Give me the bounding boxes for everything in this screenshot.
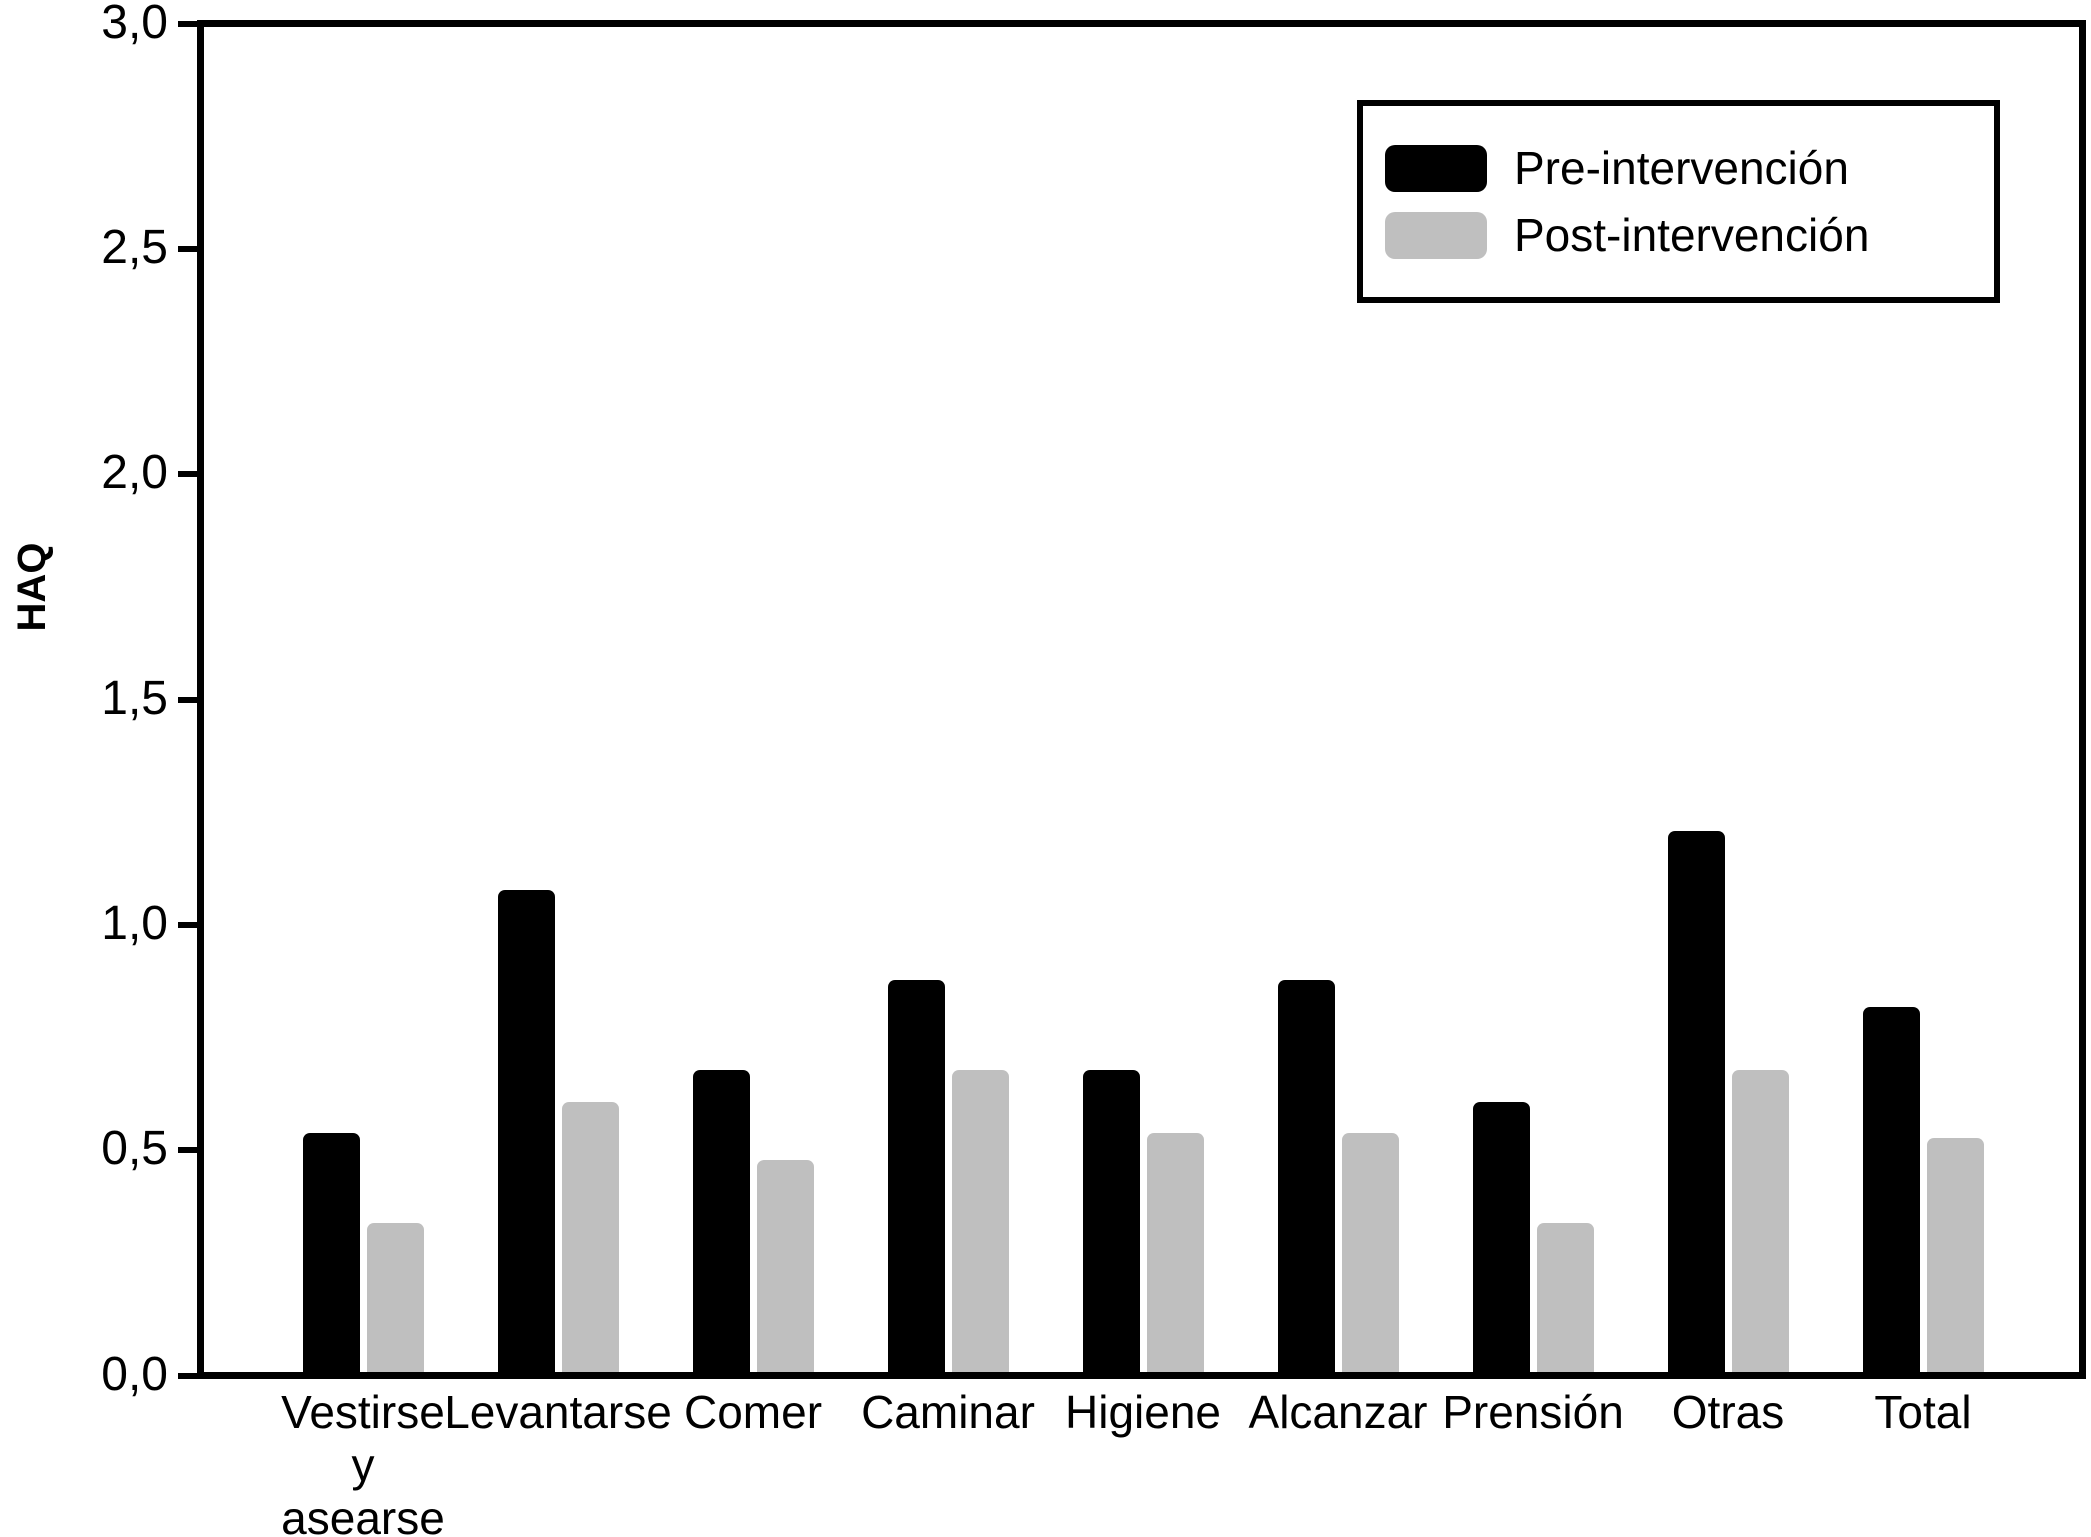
y-tick — [178, 20, 201, 27]
x-category-label: Alcanzar — [1248, 1386, 1428, 1438]
legend: Pre-intervención Post-intervención — [1357, 100, 2000, 303]
y-tick — [178, 921, 201, 928]
bar-post-intervencion — [561, 1101, 619, 1372]
bar-post-intervencion — [1341, 1133, 1399, 1372]
y-tick — [178, 245, 201, 252]
y-tick — [178, 1147, 201, 1154]
legend-row-post-intervencion: Post-intervención — [1385, 208, 1994, 261]
bar-pre-intervencion — [1277, 979, 1335, 1372]
x-category-label: Total — [1874, 1386, 1972, 1438]
legend-label-pre-intervencion: Pre-intervención — [1514, 141, 1849, 194]
bar-pre-intervencion — [1667, 831, 1725, 1372]
bar-pre-intervencion — [1082, 1070, 1140, 1372]
y-tick — [178, 696, 201, 703]
y-axis-title: HAQ — [10, 542, 54, 632]
bar-post-intervencion — [951, 1070, 1009, 1372]
x-category-label: Vestirse y asearse — [281, 1386, 445, 1537]
bar-post-intervencion — [1731, 1070, 1789, 1372]
bar-post-intervencion — [1536, 1223, 1594, 1372]
bar-post-intervencion — [366, 1223, 424, 1372]
bar-pre-intervencion — [302, 1133, 360, 1372]
y-tick-label: 1,0 — [101, 896, 168, 950]
bar-pre-intervencion — [1472, 1101, 1530, 1372]
x-category-label: Otras — [1671, 1386, 1785, 1438]
y-tick-label: 0,5 — [101, 1122, 168, 1176]
legend-row-pre-intervencion: Pre-intervención — [1385, 141, 1994, 194]
bar-post-intervencion — [1926, 1137, 1984, 1372]
y-tick-label: 0,0 — [101, 1347, 168, 1401]
legend-label-post-intervencion: Post-intervención — [1514, 208, 1870, 261]
y-tick-label: 2,5 — [101, 220, 168, 274]
legend-swatch-pre-intervencion — [1385, 144, 1487, 192]
x-category-label: Comer — [683, 1386, 823, 1438]
y-tick-label: 2,0 — [101, 446, 168, 500]
bar-post-intervencion — [1146, 1133, 1204, 1372]
y-tick-label: 1,5 — [101, 671, 168, 725]
y-tick — [178, 1372, 201, 1379]
y-tick — [178, 471, 201, 478]
bar-pre-intervencion — [887, 979, 945, 1372]
x-category-label: Prensión — [1442, 1386, 1624, 1438]
x-category-label: Higiene — [1065, 1386, 1221, 1438]
x-category-label: Caminar — [861, 1386, 1035, 1438]
y-tick-label: 3,0 — [101, 0, 168, 49]
bar-post-intervencion — [756, 1160, 814, 1372]
bar-pre-intervencion — [497, 889, 555, 1372]
legend-swatch-post-intervencion — [1385, 211, 1487, 259]
bar-pre-intervencion — [1862, 1006, 1920, 1372]
bar-pre-intervencion — [692, 1070, 750, 1372]
x-category-label: Levantarse — [444, 1386, 672, 1438]
